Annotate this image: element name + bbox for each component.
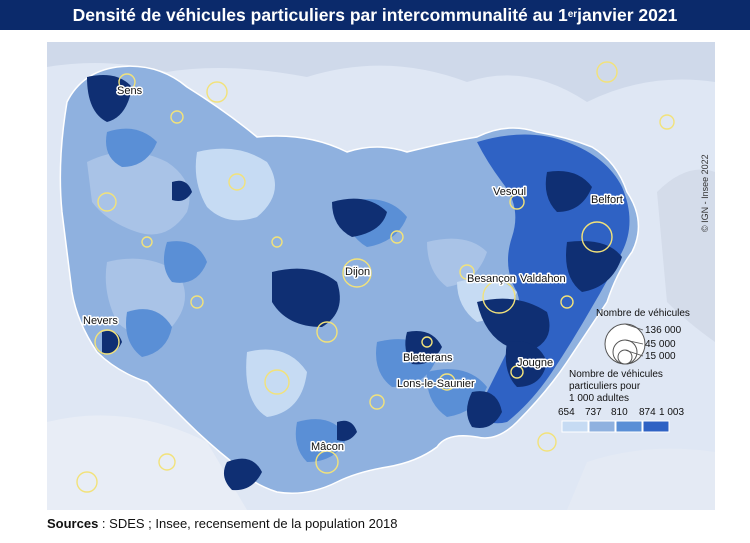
- city-label-vesoul: Vesoul: [493, 186, 526, 198]
- zone-jura-south: [467, 391, 502, 428]
- circle-marker: [206, 81, 228, 103]
- city-label-lons-le-saunier: Lons-le-Saunier: [397, 378, 475, 390]
- title-text: Densité de véhicules particuliers par in…: [72, 4, 568, 25]
- zone-vesoul-east: [545, 171, 592, 212]
- zone-doubs-east: [566, 241, 622, 292]
- legend-swatch-class-2: [588, 420, 616, 433]
- city-label-dijon: Dijon: [345, 266, 370, 278]
- circle-marker: [190, 295, 204, 309]
- sources-note: Sources : SDES ; Insee, recensement de l…: [47, 516, 398, 531]
- legend-circle-small: [617, 349, 633, 365]
- proportional-circles: [76, 61, 675, 493]
- sources-text: : SDES ; Insee, recensement de la popula…: [98, 516, 398, 531]
- circle-marker: [421, 336, 433, 348]
- circle-marker: [510, 365, 524, 379]
- legend-color-title-line1: Nombre de véhicules: [569, 369, 663, 380]
- outside-area-southwest: [47, 415, 247, 510]
- circle-marker: [342, 258, 372, 288]
- zone-nevers-east: [126, 309, 172, 357]
- circle-marker: [97, 192, 117, 212]
- circle-marker: [596, 61, 618, 83]
- circle-marker: [141, 236, 153, 248]
- legend-leader-line: [624, 323, 644, 331]
- legend-size-value-136000: 136 000: [645, 325, 682, 336]
- circle-marker: [560, 295, 574, 309]
- zone-saone-north: [427, 238, 487, 287]
- legend-size-value-45000: 45 000: [645, 339, 676, 350]
- legend-leader-line: [624, 349, 644, 357]
- city-label-belfort: Belfort: [591, 194, 623, 206]
- circle-marker: [271, 236, 283, 248]
- circle-marker: [316, 321, 338, 343]
- legend-break-874: 874: [639, 407, 656, 418]
- zone-west-north: [87, 152, 190, 235]
- zone-yonne-dark: [172, 180, 192, 201]
- outside-area-east: [657, 169, 715, 342]
- legend-leader-line: [624, 339, 644, 345]
- zone-macon-dark: [337, 420, 357, 441]
- zone-nievre-north: [163, 241, 207, 283]
- circle-marker: [76, 471, 98, 493]
- legend-swatch-class-1: [561, 420, 589, 433]
- circle-marker: [158, 453, 176, 471]
- legend-size-value-15000: 15 000: [645, 351, 676, 362]
- circle-marker: [118, 73, 136, 91]
- circle-marker: [438, 373, 456, 391]
- choropleth-map: Sens Vesoul Belfort Dijon Besançon Valda…: [47, 42, 715, 510]
- legend-swatch-class-3: [615, 420, 643, 433]
- zone-yonne-north: [106, 128, 157, 167]
- circle-marker: [369, 394, 385, 410]
- zone-auxerre: [195, 148, 275, 221]
- outside-area-southeast: [567, 448, 715, 510]
- city-label-besancon: Besançon: [467, 273, 516, 285]
- city-label-sens: Sens: [117, 85, 143, 97]
- zone-dijon-north: [332, 198, 387, 237]
- circle-marker: [482, 280, 516, 314]
- city-label-bletterans: Bletterans: [403, 352, 453, 364]
- copyright-text: © IGN - Insee 2022: [700, 154, 710, 232]
- sources-label: Sources: [47, 516, 99, 531]
- circle-marker: [94, 329, 120, 355]
- legend-break-737: 737: [585, 407, 602, 418]
- city-label-nevers: Nevers: [83, 315, 118, 327]
- circle-marker: [264, 369, 290, 395]
- title-superscript: er: [567, 8, 578, 20]
- circle-marker: [581, 221, 613, 253]
- city-label-jougne: Jougne: [517, 357, 553, 369]
- circle-marker: [228, 173, 246, 191]
- legend-size: Nombre de véhicules 136 000 45 000 15 00…: [596, 308, 690, 365]
- title-text-end: janvier 2021: [577, 4, 678, 25]
- circle-marker: [537, 432, 557, 452]
- legend-color-title-line3: 1 000 adultes: [569, 393, 629, 404]
- legend-break-810: 810: [611, 407, 628, 418]
- circle-marker: [170, 110, 184, 124]
- circle-marker: [459, 264, 475, 280]
- legend-size-title: Nombre de véhicules: [596, 308, 690, 319]
- zone-bletterans: [405, 331, 442, 365]
- circle-marker: [315, 450, 339, 474]
- zone-autun: [246, 349, 307, 417]
- map-panel: Sens Vesoul Belfort Dijon Besançon Valda…: [47, 42, 715, 510]
- legend-color-title-line2: particuliers pour: [569, 381, 641, 392]
- city-label-macon: Mâcon: [311, 441, 344, 453]
- circle-marker: [659, 114, 675, 130]
- legend-swatch-class-4: [642, 420, 670, 433]
- outside-area-north: [47, 42, 715, 102]
- zone-dijon-west: [272, 268, 340, 327]
- zone-macon-west: [295, 419, 347, 462]
- zone-west-mid: [105, 258, 185, 336]
- circle-marker: [390, 230, 404, 244]
- city-label-valdahon: Valdahon: [520, 273, 566, 285]
- legend-break-654: 654: [558, 407, 575, 418]
- circle-marker: [509, 194, 525, 210]
- zone-south-west: [223, 458, 262, 491]
- legend-color: Nombre de véhicules particuliers pour 1 …: [558, 369, 684, 433]
- map-title: Densité de véhicules particuliers par in…: [0, 0, 750, 30]
- zone-jougne: [505, 341, 547, 387]
- legend-break-1003: 1 003: [659, 407, 684, 418]
